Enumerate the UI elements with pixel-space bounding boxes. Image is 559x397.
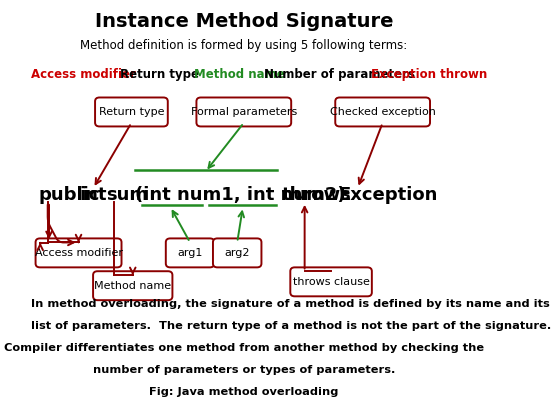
FancyBboxPatch shape (36, 239, 121, 267)
Text: (int num1, int num2): (int num1, int num2) (135, 186, 345, 204)
Text: throws clause: throws clause (293, 277, 369, 287)
Text: Return type: Return type (99, 107, 164, 117)
Text: Fig: Java method overloading: Fig: Java method overloading (149, 387, 339, 397)
Text: Checked exception: Checked exception (330, 107, 435, 117)
Text: int: int (80, 186, 107, 204)
FancyBboxPatch shape (196, 98, 291, 126)
Text: public: public (39, 186, 100, 204)
Text: list of parameters.  The return type of a method is not the part of the signatur: list of parameters. The return type of a… (31, 321, 552, 331)
Text: Method name: Method name (94, 281, 171, 291)
Text: Return type: Return type (120, 67, 198, 81)
FancyBboxPatch shape (95, 98, 168, 126)
Text: Method name: Method name (195, 67, 285, 81)
FancyBboxPatch shape (213, 239, 262, 267)
Text: number of parameters or types of parameters.: number of parameters or types of paramet… (93, 365, 395, 375)
Text: Method definition is formed by using 5 following terms:: Method definition is formed by using 5 f… (80, 39, 408, 52)
Text: Exception thrown: Exception thrown (371, 67, 487, 81)
Text: Formal parameters: Formal parameters (191, 107, 297, 117)
Text: Access modifier: Access modifier (35, 248, 122, 258)
Text: Instance Method Signature: Instance Method Signature (94, 12, 393, 31)
FancyBboxPatch shape (166, 239, 214, 267)
FancyBboxPatch shape (93, 271, 172, 300)
Text: In method overloading, the signature of a method is defined by its name and its: In method overloading, the signature of … (31, 299, 550, 309)
FancyBboxPatch shape (335, 98, 430, 126)
Text: sum: sum (106, 186, 149, 204)
Text: arg2: arg2 (225, 248, 250, 258)
Text: Number of parameters: Number of parameters (264, 67, 415, 81)
Text: Exception: Exception (339, 186, 438, 204)
Text: Compiler differentiates one method from another method by checking the: Compiler differentiates one method from … (4, 343, 484, 353)
Text: Access modifier: Access modifier (31, 67, 136, 81)
Text: arg1: arg1 (177, 248, 203, 258)
Text: throws: throws (281, 186, 351, 204)
FancyBboxPatch shape (290, 267, 372, 296)
